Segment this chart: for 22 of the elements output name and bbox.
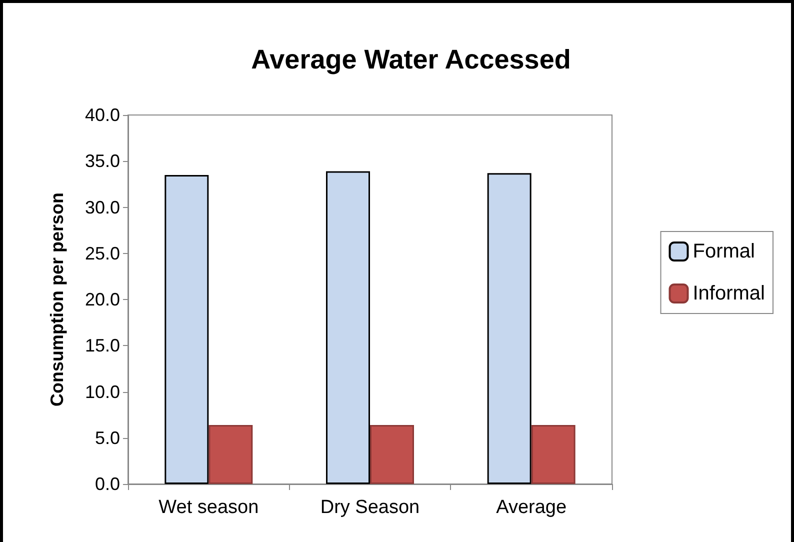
x-tick-label: Average	[496, 497, 567, 518]
legend-label: Formal	[692, 240, 755, 262]
bar	[208, 424, 253, 484]
y-tick-label: 0.0	[94, 474, 120, 494]
y-tick-label: 15.0	[84, 336, 120, 356]
y-tick-label: 5.0	[94, 428, 120, 448]
legend-label: Informal	[692, 282, 766, 304]
bar	[370, 424, 414, 484]
x-tick-label: Wet season	[158, 497, 259, 518]
y-axis-title: Consumption per person	[47, 192, 67, 407]
y-tick-label: 10.0	[84, 382, 120, 402]
y-tick-label: 30.0	[84, 197, 120, 218]
bar	[326, 171, 370, 484]
y-tick-label: 25.0	[84, 243, 120, 264]
bar	[164, 174, 209, 484]
y-tick-label: 35.0	[84, 151, 120, 172]
chart-title: Average Water Accessed	[251, 44, 571, 74]
y-tick-label: 40.0	[84, 105, 120, 125]
y-tick-label: 20.0	[84, 290, 120, 310]
bar	[531, 424, 576, 484]
bar	[487, 173, 532, 484]
x-tick-label: Dry Season	[320, 497, 420, 518]
